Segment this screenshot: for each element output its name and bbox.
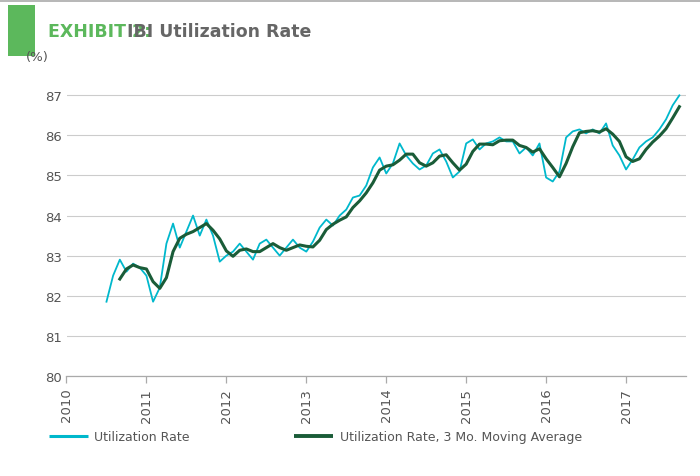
Text: EXHIBIT 2:: EXHIBIT 2: — [48, 23, 151, 41]
Text: IBI Utilization Rate: IBI Utilization Rate — [121, 23, 312, 41]
Text: Utilization Rate: Utilization Rate — [94, 430, 190, 443]
Bar — [8, 6, 35, 57]
Text: Utilization Rate, 3 Mo. Moving Average: Utilization Rate, 3 Mo. Moving Average — [340, 430, 582, 443]
Text: (%): (%) — [26, 51, 49, 64]
